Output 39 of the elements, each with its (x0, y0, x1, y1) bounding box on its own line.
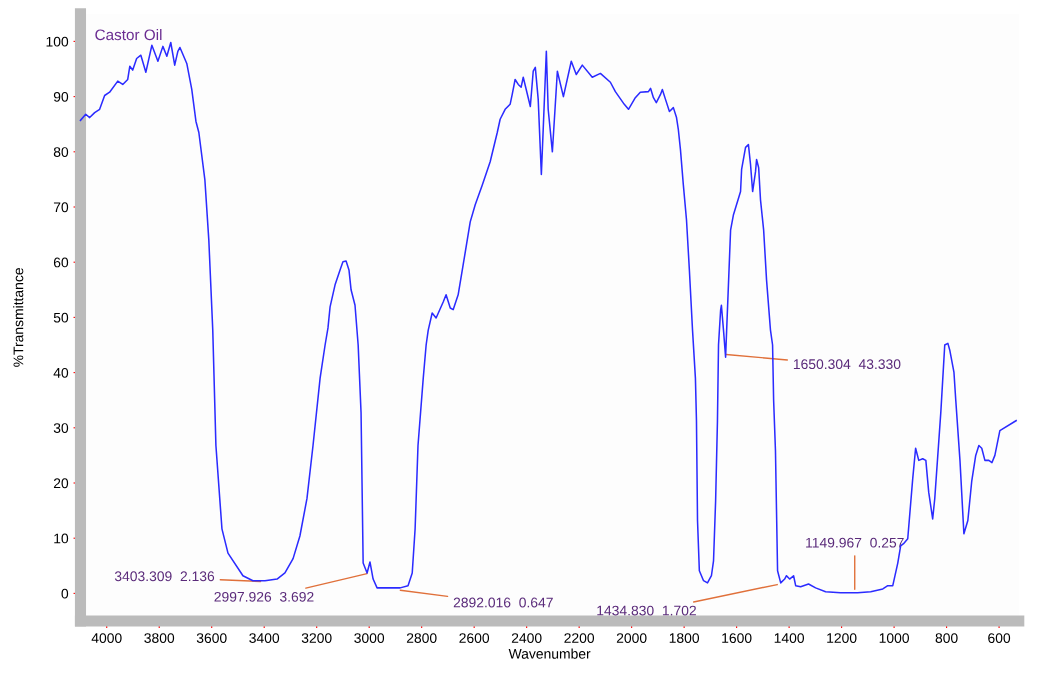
x-tick-label: 3400 (249, 633, 280, 644)
y-tick-label: 80 (53, 147, 69, 157)
x-tick-label: 1600 (722, 633, 752, 644)
annotation: 2997.926 3.692 (214, 591, 314, 602)
y-tick-label: 90 (53, 91, 69, 102)
x-tick-label: 3800 (144, 633, 175, 644)
y-tick-label: 70 (53, 202, 69, 213)
x-tick-label: 1800 (669, 633, 700, 644)
y-axis-title: %Transmittance (13, 268, 24, 367)
x-tick-label: 2800 (406, 633, 437, 644)
annotation: 3403.309 2.136 (114, 571, 215, 582)
y-tick-label: 40 (53, 367, 69, 378)
x-tick-label: 800 (935, 633, 958, 644)
y-tick-label: 20 (53, 478, 69, 489)
x-axis-title: Wavenumber (508, 648, 591, 659)
y-tick-label: 0 (61, 588, 69, 599)
x-tick-label: 4000 (91, 633, 122, 644)
x-tick-label: 600 (988, 633, 1011, 644)
text: Castor Oil (95, 28, 162, 41)
annotation: 1149.967 0.257 (806, 537, 904, 548)
y-tick-label: 50 (53, 312, 69, 323)
annotation: 2892.016 0.647 (453, 597, 553, 608)
annotation: 1650.304 43.330 (793, 359, 901, 370)
line-series (79, 41, 1017, 594)
annotation: 1434.830 1.702 (597, 605, 696, 616)
y-tick-label: 100 (46, 36, 69, 47)
y-tick-label: 30 (53, 423, 69, 433)
x-tick-label: 3000 (354, 633, 385, 644)
x-tick-label: 2200 (564, 633, 595, 644)
x-tick-label: 1000 (879, 633, 909, 644)
y-tick-label: 60 (53, 257, 69, 268)
x-tick-label: 2000 (616, 633, 647, 644)
y-tick-label: 10 (54, 533, 69, 544)
x-tick-label: 2600 (459, 633, 490, 644)
x-tick-label: 2400 (511, 633, 542, 644)
x-tick-label: 3200 (301, 633, 332, 644)
x-tick-label: 3600 (196, 633, 227, 644)
x-tick-label: 1200 (827, 633, 857, 644)
x-tick-label: 1400 (774, 633, 805, 644)
